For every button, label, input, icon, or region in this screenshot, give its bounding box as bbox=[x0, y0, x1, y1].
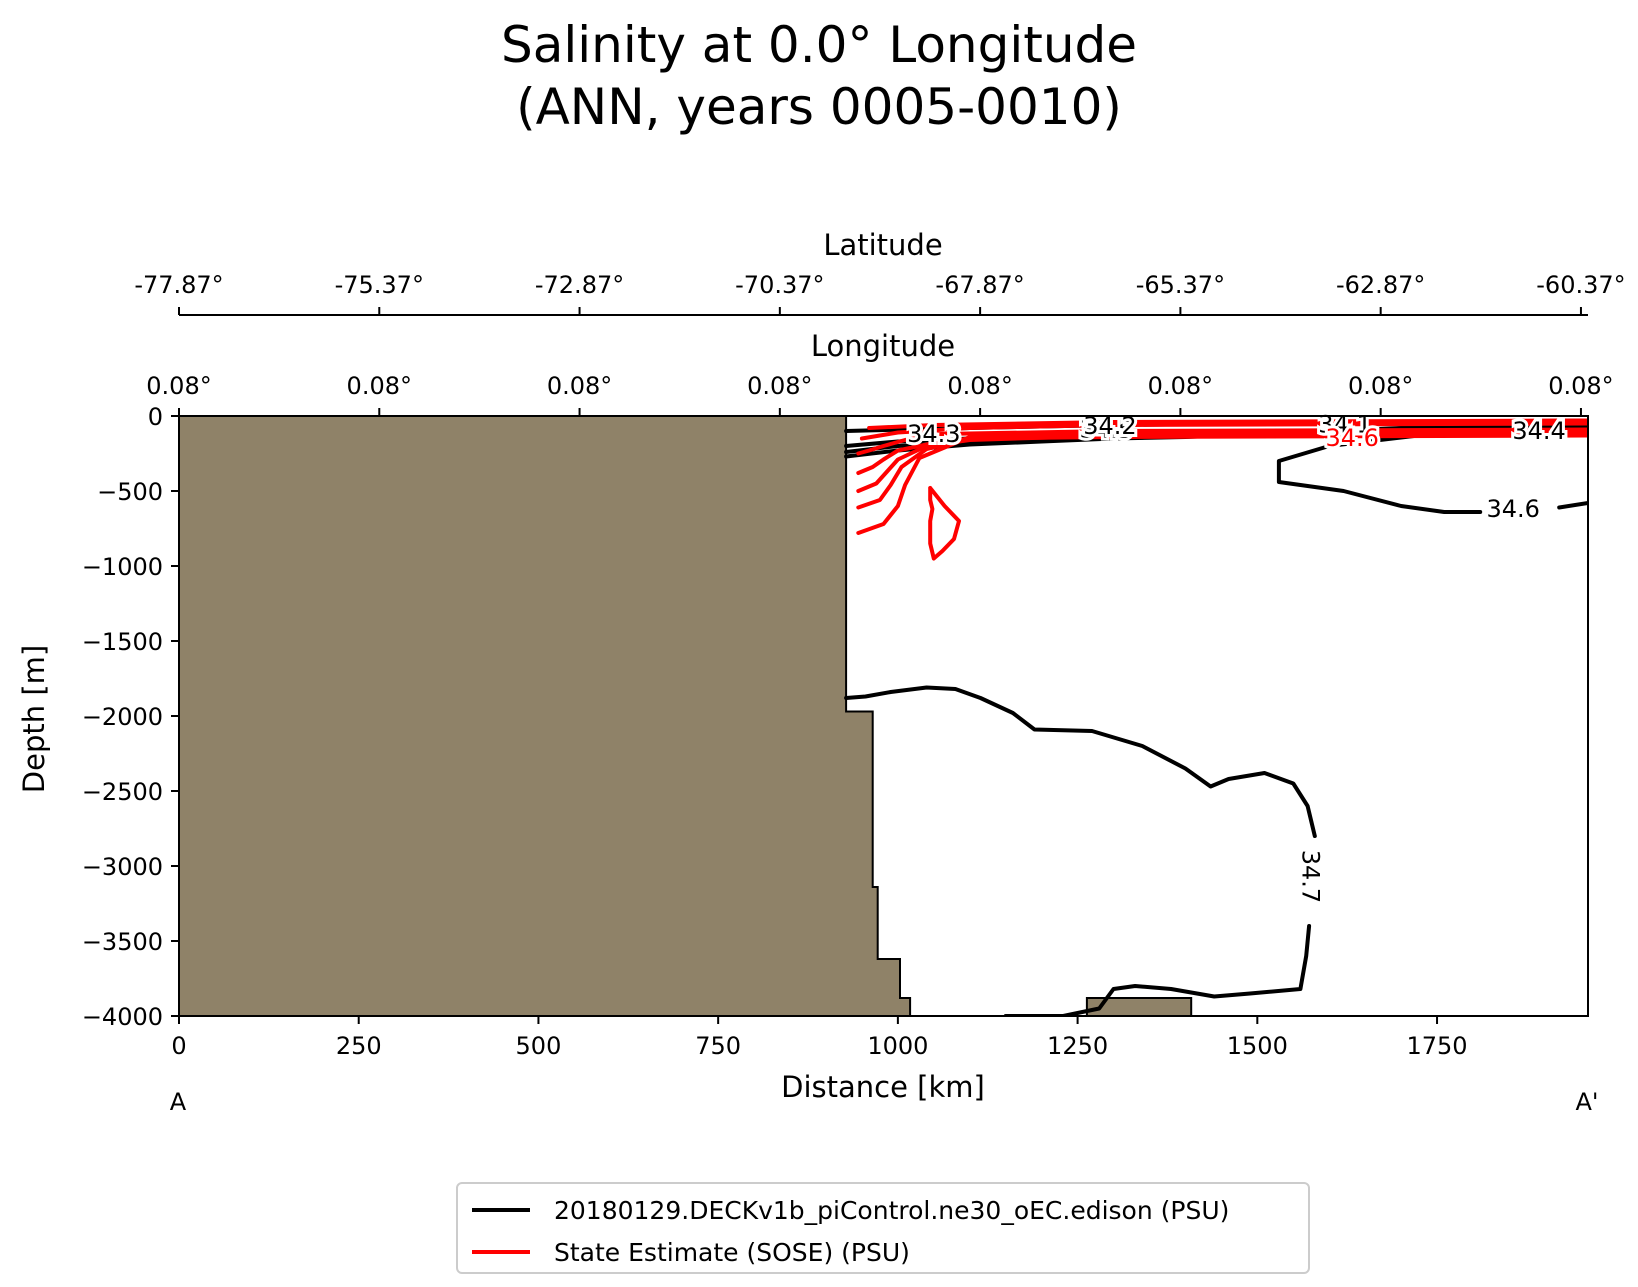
chart-title-line1: Salinity at 0.0° Longitude bbox=[500, 16, 1138, 74]
longitude-tick-label: 0.08° bbox=[1548, 372, 1613, 400]
model-contour-label: 34.3 bbox=[907, 420, 960, 448]
x-tick-label: 750 bbox=[695, 1032, 741, 1060]
x-tick-label: 1500 bbox=[1227, 1032, 1288, 1060]
y-tick-label: −1500 bbox=[82, 628, 163, 656]
model-contour-label: 34.1 bbox=[1318, 410, 1371, 438]
longitude-tick-label: 0.08° bbox=[947, 372, 1012, 400]
model-contour-line bbox=[844, 685, 1317, 838]
x-tick-label: 0 bbox=[171, 1032, 186, 1060]
seamount bbox=[1085, 997, 1193, 1016]
latitude-tick-label: -62.87° bbox=[1336, 271, 1425, 299]
reference-contour-line bbox=[856, 433, 1588, 475]
reference-contour-line bbox=[867, 418, 1588, 430]
longitude-tick-label: 0.08° bbox=[747, 372, 812, 400]
model-contour-line bbox=[1276, 433, 1483, 514]
y-tick-label: −4000 bbox=[82, 1003, 163, 1031]
longitude-tick-label: 0.08° bbox=[1348, 372, 1413, 400]
model-contour-label: 34.6 bbox=[1487, 495, 1540, 523]
longitude-tick-label: 0.08° bbox=[1148, 372, 1213, 400]
model-contour-label: 34.5 bbox=[1080, 416, 1133, 444]
y-tick-label: −3500 bbox=[82, 928, 163, 956]
latitude-tick-label: -67.87° bbox=[935, 271, 1024, 299]
latitude-tick-label: -70.37° bbox=[735, 271, 824, 299]
latitude-tick-label: -72.87° bbox=[535, 271, 624, 299]
latitude-axis: -77.87° -75.37° -72.87° -70.37° -67.87° -65.3… bbox=[134, 271, 1626, 316]
latitude-axis-label: Latitude bbox=[823, 228, 942, 262]
latitude-tick-label: -60.37° bbox=[1536, 271, 1625, 299]
x-tick-label: 1750 bbox=[1406, 1032, 1467, 1060]
model-contour-label: 34.4 bbox=[1512, 417, 1565, 445]
contour-layer bbox=[844, 418, 1588, 1016]
legend-swatch-model bbox=[472, 1208, 530, 1212]
y-tick-label: −2500 bbox=[82, 778, 163, 806]
x-axis: 0 250 500 750 1000 1250 1500 1750 bbox=[171, 1016, 1468, 1060]
reference-contour-line bbox=[928, 486, 961, 561]
reference-contour-line bbox=[856, 427, 1588, 456]
y-axis: 0 −500 −1000 −1500 −2000 −2500 −3000 −3500 −4000 bbox=[82, 403, 179, 1031]
longitude-axis-label: Longitude bbox=[811, 329, 955, 363]
chart-title-line2: (ANN, years 0005-0010) bbox=[516, 78, 1122, 136]
longitude-tick-label: 0.08° bbox=[347, 372, 412, 400]
y-tick-label: 0 bbox=[148, 403, 163, 431]
model-contour-label: 34.7 bbox=[1297, 850, 1325, 903]
legend-item-model: 20180129.DECKv1b_piControl.ne30_oEC.edis… bbox=[472, 1190, 1229, 1230]
latitude-tick-label: -75.37° bbox=[335, 271, 424, 299]
latitude-tick-label: -65.37° bbox=[1136, 271, 1225, 299]
legend: 20180129.DECKv1b_piControl.ne30_oEC.edis… bbox=[456, 1182, 1310, 1274]
land-layer bbox=[179, 416, 1193, 1016]
reference-contour-line bbox=[859, 421, 1588, 441]
endpoint-start-label: A bbox=[170, 1088, 187, 1116]
legend-label-reference: State Estimate (SOSE) (PSU) bbox=[554, 1237, 910, 1267]
land-mask bbox=[179, 416, 912, 1016]
longitude-axis: 0.08° 0.08° 0.08° 0.08° 0.08° 0.08° 0.08° 0.08° bbox=[146, 372, 1614, 417]
legend-item-reference: State Estimate (SOSE) (PSU) bbox=[472, 1232, 910, 1272]
y-tick-label: −2000 bbox=[82, 703, 163, 731]
x-tick-label: 1250 bbox=[1047, 1032, 1108, 1060]
y-tick-label: −1000 bbox=[82, 553, 163, 581]
model-contour-line bbox=[1557, 501, 1588, 510]
latitude-tick-label: -77.87° bbox=[134, 271, 223, 299]
model-contour-line bbox=[1003, 924, 1312, 1016]
endpoint-end-label: A' bbox=[1575, 1088, 1598, 1116]
longitude-tick-label: 0.08° bbox=[146, 372, 211, 400]
x-tick-label: 250 bbox=[336, 1032, 382, 1060]
longitude-tick-label: 0.08° bbox=[547, 372, 612, 400]
x-tick-label: 500 bbox=[516, 1032, 562, 1060]
y-tick-label: −3000 bbox=[82, 853, 163, 881]
legend-label-model: 20180129.DECKv1b_piControl.ne30_oEC.edis… bbox=[554, 1195, 1230, 1225]
contour-label-layer: 34.734.634.3 34.534.2 34.1 34.434.6 bbox=[904, 407, 1569, 906]
y-axis-label: Depth [m] bbox=[17, 645, 51, 793]
reference-contour-label: 34.6 bbox=[1325, 424, 1378, 452]
x-axis-label: Distance [km] bbox=[781, 1070, 985, 1104]
legend-swatch-reference bbox=[472, 1250, 530, 1254]
y-tick-label: −500 bbox=[97, 478, 163, 506]
x-tick-label: 1000 bbox=[867, 1032, 928, 1060]
